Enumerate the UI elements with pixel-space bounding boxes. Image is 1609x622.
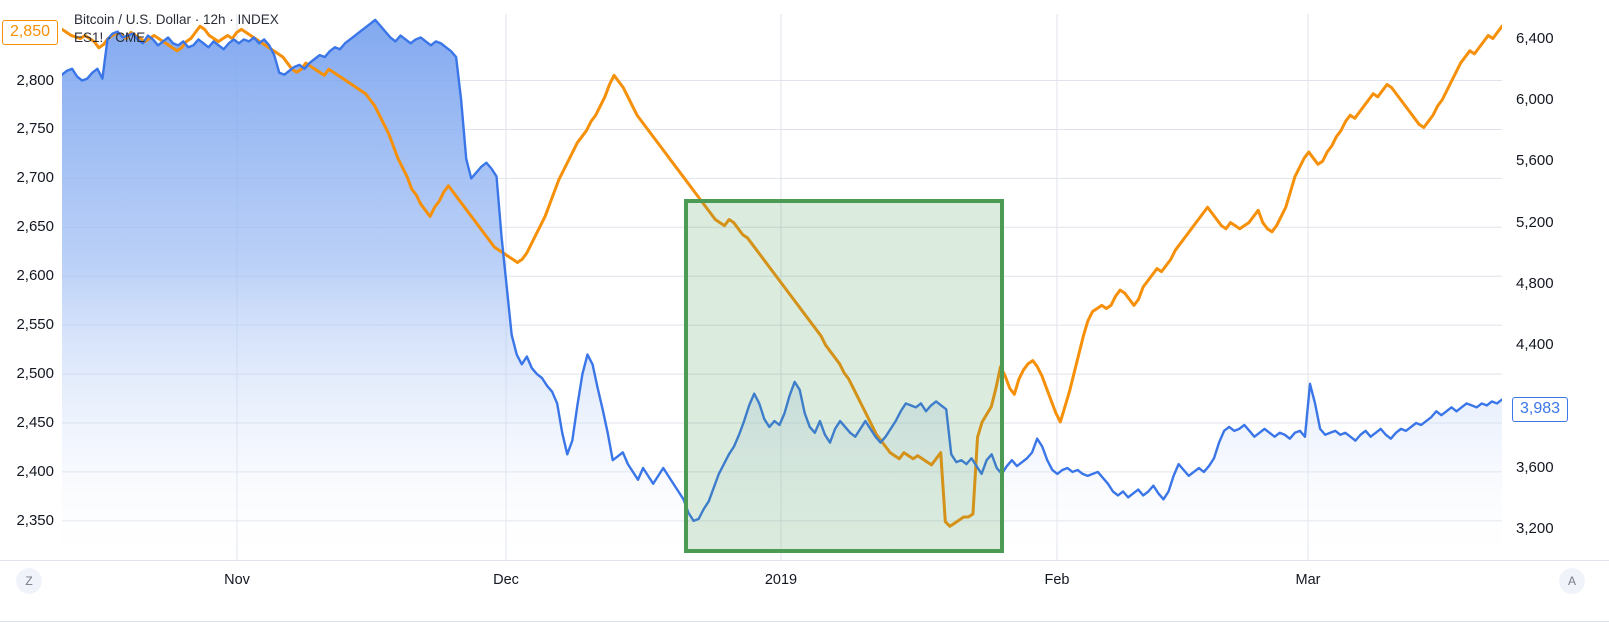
- es1-price-badge: 2,850: [1, 19, 58, 45]
- right-axis-tick: 5,600: [1516, 152, 1554, 170]
- es1-area-fill: [62, 19, 1502, 560]
- left-axis-tick: 2,600: [16, 267, 54, 285]
- chart-plot-area[interactable]: [62, 14, 1502, 560]
- left-axis-tick: 2,800: [16, 71, 54, 89]
- left-axis-tick: 2,450: [16, 414, 54, 431]
- left-axis-tick: 2,650: [16, 218, 54, 236]
- chart-svg: [62, 14, 1502, 560]
- time-axis-tick: 2019: [764, 572, 798, 588]
- left-axis-tick: 2,350: [16, 511, 54, 529]
- time-axis-tick: Dec: [493, 572, 519, 588]
- right-price-scale[interactable]: 3,983 6,400 6,000 5,600 5,200 4,800 4,400 3,60…: [1502, 0, 1609, 562]
- right-axis-tick: 4,800: [1516, 274, 1554, 292]
- right-axis-tick: 4,400: [1516, 336, 1554, 354]
- left-axis-tick: 2,500: [16, 365, 54, 383]
- left-axis-tick: 2,550: [16, 316, 54, 334]
- right-axis-tick: 6,000: [1516, 90, 1554, 108]
- left-axis-tick: 2,400: [16, 462, 54, 480]
- right-axis-tick: 3,600: [1516, 458, 1554, 476]
- time-axis-tick: Feb: [1044, 572, 1070, 588]
- right-axis-tick: 5,200: [1516, 213, 1554, 231]
- time-axis-tick: Mar: [1295, 572, 1321, 588]
- time-axis-tick: Nov: [224, 572, 250, 588]
- right-axis-tick: 3,200: [1516, 520, 1554, 538]
- zoom-out-icon[interactable]: Z: [16, 568, 42, 594]
- auto-scale-icon[interactable]: A: [1559, 568, 1585, 594]
- left-axis-tick: 2,700: [16, 169, 54, 187]
- es1-line: [62, 18, 1502, 523]
- bitcoin-price-badge: 3,983: [1512, 397, 1569, 423]
- time-scale[interactable]: Nov Dec 2019 Feb Mar: [0, 560, 1609, 600]
- right-axis-tick: 6,400: [1516, 29, 1554, 47]
- selection-rectangle[interactable]: [684, 199, 1004, 553]
- left-axis-tick: 2,750: [16, 120, 54, 138]
- left-price-scale[interactable]: 2,850 2,800 2,750 2,700 2,650 2,600 2,550 2,50…: [0, 0, 62, 562]
